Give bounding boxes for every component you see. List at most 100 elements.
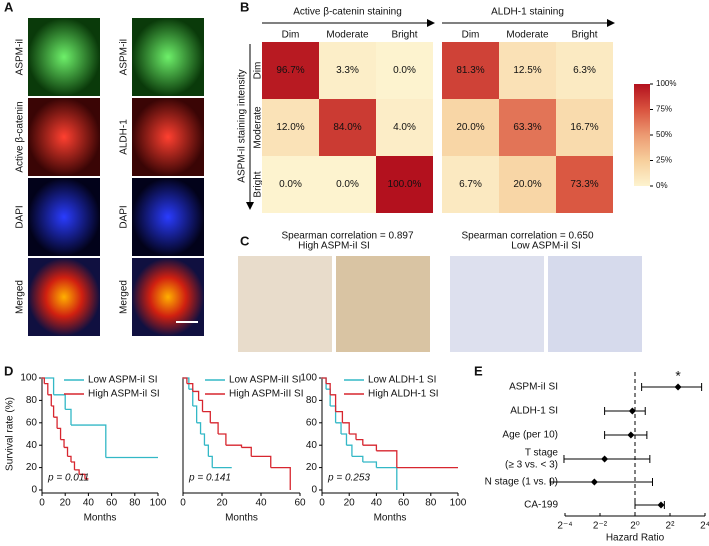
row-label: Active β-catenin — [15, 101, 26, 172]
km-step — [376, 466, 398, 490]
km-step — [53, 394, 66, 410]
x-tick-label: 20 — [344, 498, 356, 509]
cell-label: 73.3% — [570, 179, 598, 190]
row-label: Bright — [253, 171, 264, 197]
y-axis-label: Survival rate (%) — [5, 397, 16, 471]
row-label: Moderate — [253, 106, 264, 149]
cell-label: 4.0% — [393, 122, 416, 133]
heatmap-cell — [556, 42, 613, 99]
x-tick-label: 0 — [180, 498, 186, 509]
colorbar-label: 0% — [656, 181, 668, 190]
hazard-point — [590, 478, 598, 486]
heatmap-cell — [376, 42, 433, 99]
panel-label: B — [240, 0, 249, 14]
heatmap-cell — [319, 156, 376, 213]
p-value: p = 0.253 — [327, 473, 370, 484]
panel-label: E — [474, 363, 483, 378]
km-step — [183, 377, 188, 384]
axes — [321, 378, 458, 494]
cell-label: 12.0% — [276, 122, 304, 133]
km-step — [192, 390, 200, 401]
km-step — [251, 455, 272, 468]
heatmap-title: ALDH-1 staining — [491, 7, 564, 18]
error-bar — [549, 478, 653, 486]
significance: * — [675, 368, 681, 384]
km-step — [44, 382, 49, 395]
y-tick-label: 0 — [31, 485, 37, 496]
p-value: p = 0.011 — [47, 473, 89, 484]
y-tick-label: 80 — [306, 395, 318, 406]
km-step — [204, 444, 209, 457]
heatmap-cell — [262, 42, 319, 99]
ihc-images — [238, 256, 642, 352]
x-tick-label: 2⁻⁴ — [557, 521, 572, 532]
km-step — [65, 408, 72, 426]
x-tick-label: 2² — [666, 521, 676, 532]
cell-label: 20.0% — [456, 122, 484, 133]
x-tick-label: 20 — [60, 498, 72, 509]
km-step — [74, 469, 80, 475]
p-value: p = 0.141 — [188, 473, 231, 484]
y-tick-label: 20 — [26, 462, 38, 473]
km-step — [241, 446, 252, 457]
x-tick-label: 80 — [425, 498, 437, 509]
colorbar-label: 75% — [656, 105, 672, 114]
km-step — [186, 382, 194, 392]
x-tick-label: 100 — [150, 498, 167, 509]
row-label: CA-199 — [524, 500, 558, 511]
heatmap-cell — [442, 99, 499, 156]
km-step — [60, 438, 65, 448]
row-label: ALDH-1 SI — [510, 406, 558, 417]
panel-label: C — [240, 233, 250, 248]
km-step — [53, 416, 58, 429]
x-tick-label: 2⁴ — [700, 521, 709, 532]
heatmap-cell — [319, 99, 376, 156]
error-bar — [604, 407, 646, 415]
row-label: Dim — [253, 62, 264, 80]
row-label: Age (per 10) — [502, 430, 558, 441]
km-step — [341, 433, 348, 446]
x-tick-label: 40 — [255, 498, 267, 509]
x-axis-label: Months — [84, 513, 117, 524]
x-tick-label: 60 — [294, 498, 306, 509]
heatmap-cell — [262, 156, 319, 213]
km-step — [196, 422, 202, 434]
km-step — [188, 388, 194, 406]
panel-label: A — [4, 0, 14, 14]
heatmap-cell — [376, 99, 433, 156]
km-step — [57, 427, 62, 440]
error-bar — [604, 431, 648, 439]
x-tick-label: 60 — [398, 498, 410, 509]
x-tick-label: 0 — [319, 498, 325, 509]
km-step — [335, 410, 344, 423]
km-step — [198, 399, 204, 412]
heatmap-cell — [499, 156, 556, 213]
km-step — [200, 433, 206, 446]
x-axis-label: Months — [374, 513, 407, 524]
cell-label: 20.0% — [513, 179, 541, 190]
y-tick-label: 100 — [300, 373, 317, 384]
km-step — [79, 473, 86, 479]
column-label: Bright — [391, 30, 417, 41]
cell-label: 81.3% — [456, 65, 484, 76]
cell-label: 3.3% — [336, 65, 359, 76]
column-label: Bright — [571, 30, 597, 41]
heatmap-cell — [442, 42, 499, 99]
cell-label: 100.0% — [388, 179, 422, 190]
heatmap-cell — [556, 156, 613, 213]
row-label: ASPM-iI — [119, 39, 130, 76]
cell-label: 6.7% — [459, 179, 482, 190]
x-tick-label: 20 — [216, 498, 228, 509]
row-label: DAPI — [15, 205, 26, 228]
km-step — [218, 433, 227, 446]
row-label: ALDH-1 — [119, 119, 130, 155]
hazard-point — [601, 455, 609, 463]
km-step — [330, 394, 337, 412]
correlation-note: Spearman correlation = 0.897 — [281, 231, 413, 242]
legend-label: Low ASPM-iII SI — [229, 375, 301, 386]
km-step — [356, 438, 364, 446]
error-bar — [641, 383, 703, 391]
row-sublabel: (≥ 3 vs. < 3) — [505, 460, 558, 471]
legend-label: High ALDH-1 SI — [368, 389, 439, 400]
